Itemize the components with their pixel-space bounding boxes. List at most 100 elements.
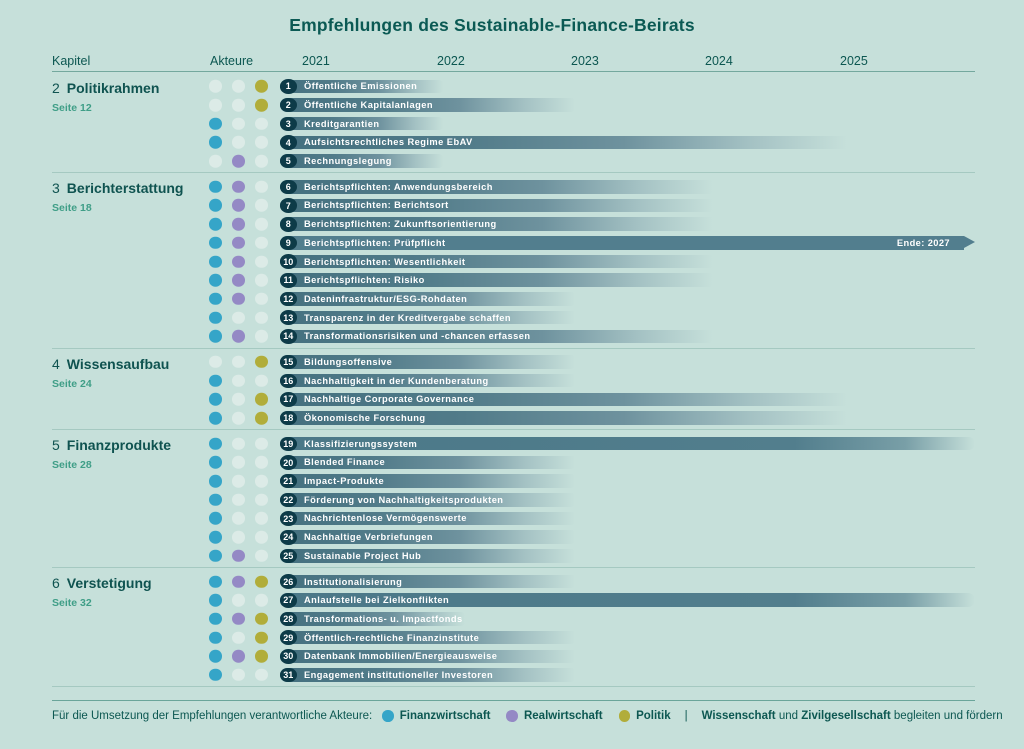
timeline-bar: [280, 455, 578, 470]
chapter-name: Verstetigung: [66, 575, 152, 592]
actor-dots: [209, 154, 268, 168]
recommendation-row: 18 Ökonomische Forschung: [0, 409, 1024, 428]
realwirtschaft-dot: [232, 530, 245, 544]
actor-dots: [209, 236, 268, 250]
politik-dot: [255, 80, 268, 93]
politik-dot: [255, 136, 268, 149]
actor-dots: [209, 180, 268, 194]
finanzwirtschaft-dot: [209, 631, 222, 644]
finanzwirtschaft-dot: [209, 236, 222, 250]
realwirtschaft-dot: [232, 199, 245, 212]
rec-number: 24: [280, 530, 297, 545]
finanzwirtschaft-dot: [209, 292, 222, 306]
actor-dots: [209, 311, 268, 324]
realwirtschaft-dot: [232, 593, 245, 607]
rec-number: 26: [280, 574, 297, 589]
timeline-bar: [280, 154, 445, 168]
rec-label: Berichtspflichten: Wesentlichkeit: [304, 256, 466, 267]
recommendation-row: 14 Transformationsrisiken und -chancen e…: [0, 327, 1024, 346]
rec-number: 8: [280, 217, 297, 232]
chapter-name: Politikrahmen: [66, 80, 160, 96]
rec-number: 5: [280, 153, 297, 169]
finanzwirtschaft-dot: [209, 330, 222, 343]
rec-number: 16: [280, 373, 297, 388]
politik-dot: [255, 593, 268, 607]
timeline-bar: [280, 254, 717, 269]
rec-label: Blended Finance: [304, 457, 386, 468]
politik-dot: [255, 668, 268, 682]
chart-body: 2 Politikrahmen Seite 12 1 Öffentliche Em…: [0, 73, 1024, 688]
finanzwirtschaft-dot: [209, 180, 222, 194]
politik-dot: [255, 512, 268, 525]
recommendation-row: 13 Transparenz in der Kreditvergabe scha…: [0, 308, 1024, 327]
recommendation-row: 26 Institutionalisierung: [0, 572, 1024, 591]
recommendation-row: 16 Nachhaltigkeit in der Kundenberatung: [0, 371, 1024, 390]
finanzwirtschaft-dot: [209, 311, 222, 324]
politik-dot: [255, 456, 268, 469]
realwirtschaft-dot: [232, 411, 245, 425]
footer-note-part: und: [775, 710, 802, 722]
actor-dots: [209, 631, 268, 644]
recommendation-row: 8 Berichtspflichten: Zukunftsorientierun…: [0, 215, 1024, 234]
footer-divider: [52, 700, 975, 701]
politik-dot: [255, 330, 268, 343]
footer-note-part: Wissenschaft: [701, 710, 776, 722]
actor-dots: [209, 117, 268, 130]
recommendation-row: 19 Klassifizierungssystem: [0, 434, 1024, 453]
actor-dots: [209, 456, 268, 469]
footer-intro: Für die Umsetzung der Empfehlungen veran…: [52, 710, 373, 722]
realwirtschaft-dot: [232, 136, 245, 149]
finanzwirtschaft-dot: [209, 575, 222, 588]
finanzwirtschaft-dot: [209, 98, 222, 112]
finanzwirtschaft-dot: [209, 549, 222, 563]
recommendation-row: 7 Berichtspflichten: Berichtsort: [0, 196, 1024, 215]
timeline-bar: [280, 79, 445, 94]
footer-note-part: begleiten und fördern: [890, 710, 1003, 722]
rec-label: Kreditgarantien: [304, 118, 380, 129]
actor-dots: [209, 593, 268, 607]
realwirtschaft-dot: [232, 456, 245, 469]
actor-dots: [209, 493, 268, 507]
rec-label: Dateninfrastruktur/ESG-Rohdaten: [304, 293, 468, 304]
politik-dot: [255, 236, 268, 250]
chapter-heading: 4 Wissensaufbau: [52, 356, 169, 372]
legend-dot-icon: [506, 710, 518, 722]
footer-separator: |: [684, 710, 688, 722]
realwirtschaft-dot: [232, 355, 245, 369]
rec-number: 13: [280, 310, 297, 325]
recommendation-row: 25 Sustainable Project Hub: [0, 547, 1024, 566]
actor-dots: [209, 612, 268, 626]
recommendation-row: 31 Engagement institutioneller Investore…: [0, 666, 1024, 685]
timeline-bar: [280, 649, 578, 664]
actor-dots: [209, 530, 268, 544]
actor-dots: [209, 437, 268, 450]
rec-label: Transformationsrisiken und -chancen erfa…: [304, 331, 531, 342]
actor-dots: [209, 217, 268, 231]
bar-arrow-tip-icon: [964, 236, 975, 249]
rec-label: Anlaufstelle bei Zielkonflikten: [304, 595, 450, 606]
finanzwirtschaft-dot: [209, 456, 222, 469]
actor-dots: [209, 668, 268, 682]
chapter-section: 2 Politikrahmen Seite 12 1 Öffentliche Em…: [0, 73, 1024, 174]
rec-number: 21: [280, 473, 297, 489]
finanzwirtschaft-dot: [209, 374, 222, 387]
legend-label: Finanzwirtschaft: [399, 710, 491, 722]
chapter-heading: 6 Verstetigung: [52, 575, 152, 591]
legend-item-politik: Politik: [618, 710, 671, 722]
timeline-bar: [280, 373, 578, 388]
rec-label: Berichtspflichten: Anwendungsbereich: [304, 181, 493, 192]
chapter-section: 5 Finanzprodukte Seite 28 19 Klassifizier…: [0, 430, 1024, 568]
realwirtschaft-dot: [232, 255, 245, 268]
actor-dots: [209, 575, 268, 588]
rec-label: Institutionalisierung: [304, 576, 403, 587]
rec-label: Nachhaltigkeit in der Kundenberatung: [304, 375, 489, 386]
year-label: 2022: [437, 54, 465, 68]
rec-number: 4: [280, 135, 297, 150]
politik-dot: [255, 437, 268, 450]
chapter-number: 2: [52, 80, 60, 96]
actor-dots: [209, 512, 268, 525]
legend-label: Politik: [636, 710, 671, 722]
finanzwirtschaft-dot: [209, 136, 222, 149]
recommendation-row: 4 Aufsichtsrechtliches Regime EbAV: [0, 133, 1024, 152]
politik-dot: [255, 549, 268, 563]
